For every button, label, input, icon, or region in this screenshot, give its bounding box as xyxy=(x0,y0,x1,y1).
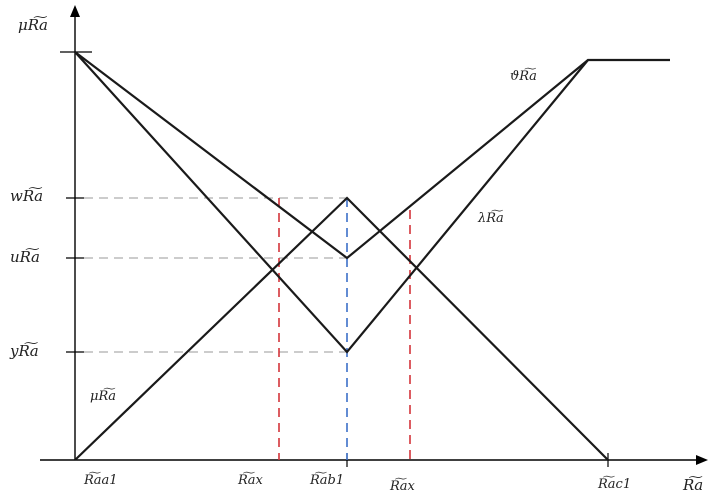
y-label-y: yR͠a xyxy=(9,341,39,360)
x-label-b1: R͠ab1 xyxy=(309,472,344,488)
curve-mu xyxy=(74,196,609,461)
curve-label-mu: μR͠a xyxy=(90,388,116,404)
curve-theta xyxy=(74,51,670,260)
curve-label-theta: ϑR͠a xyxy=(510,68,537,84)
x-label-c1: R͠ac1 xyxy=(597,476,631,492)
y-axis-title: μR͠a xyxy=(18,15,48,34)
y-label-u: uR͠a xyxy=(10,247,40,266)
x-axis-title: R͠a xyxy=(682,475,703,494)
curve-label-lambda: λR͠a xyxy=(477,210,504,226)
curve-lambda xyxy=(74,51,589,354)
y-axis-arrowhead xyxy=(70,5,80,17)
x-label-x-right: R͠ax xyxy=(389,478,416,494)
x-label-a1: R͠aa1 xyxy=(83,472,118,488)
y-label-w: wR͠a xyxy=(10,186,43,205)
x-label-x-left: R͠ax xyxy=(237,472,264,488)
x-axis-arrowhead xyxy=(696,455,708,465)
